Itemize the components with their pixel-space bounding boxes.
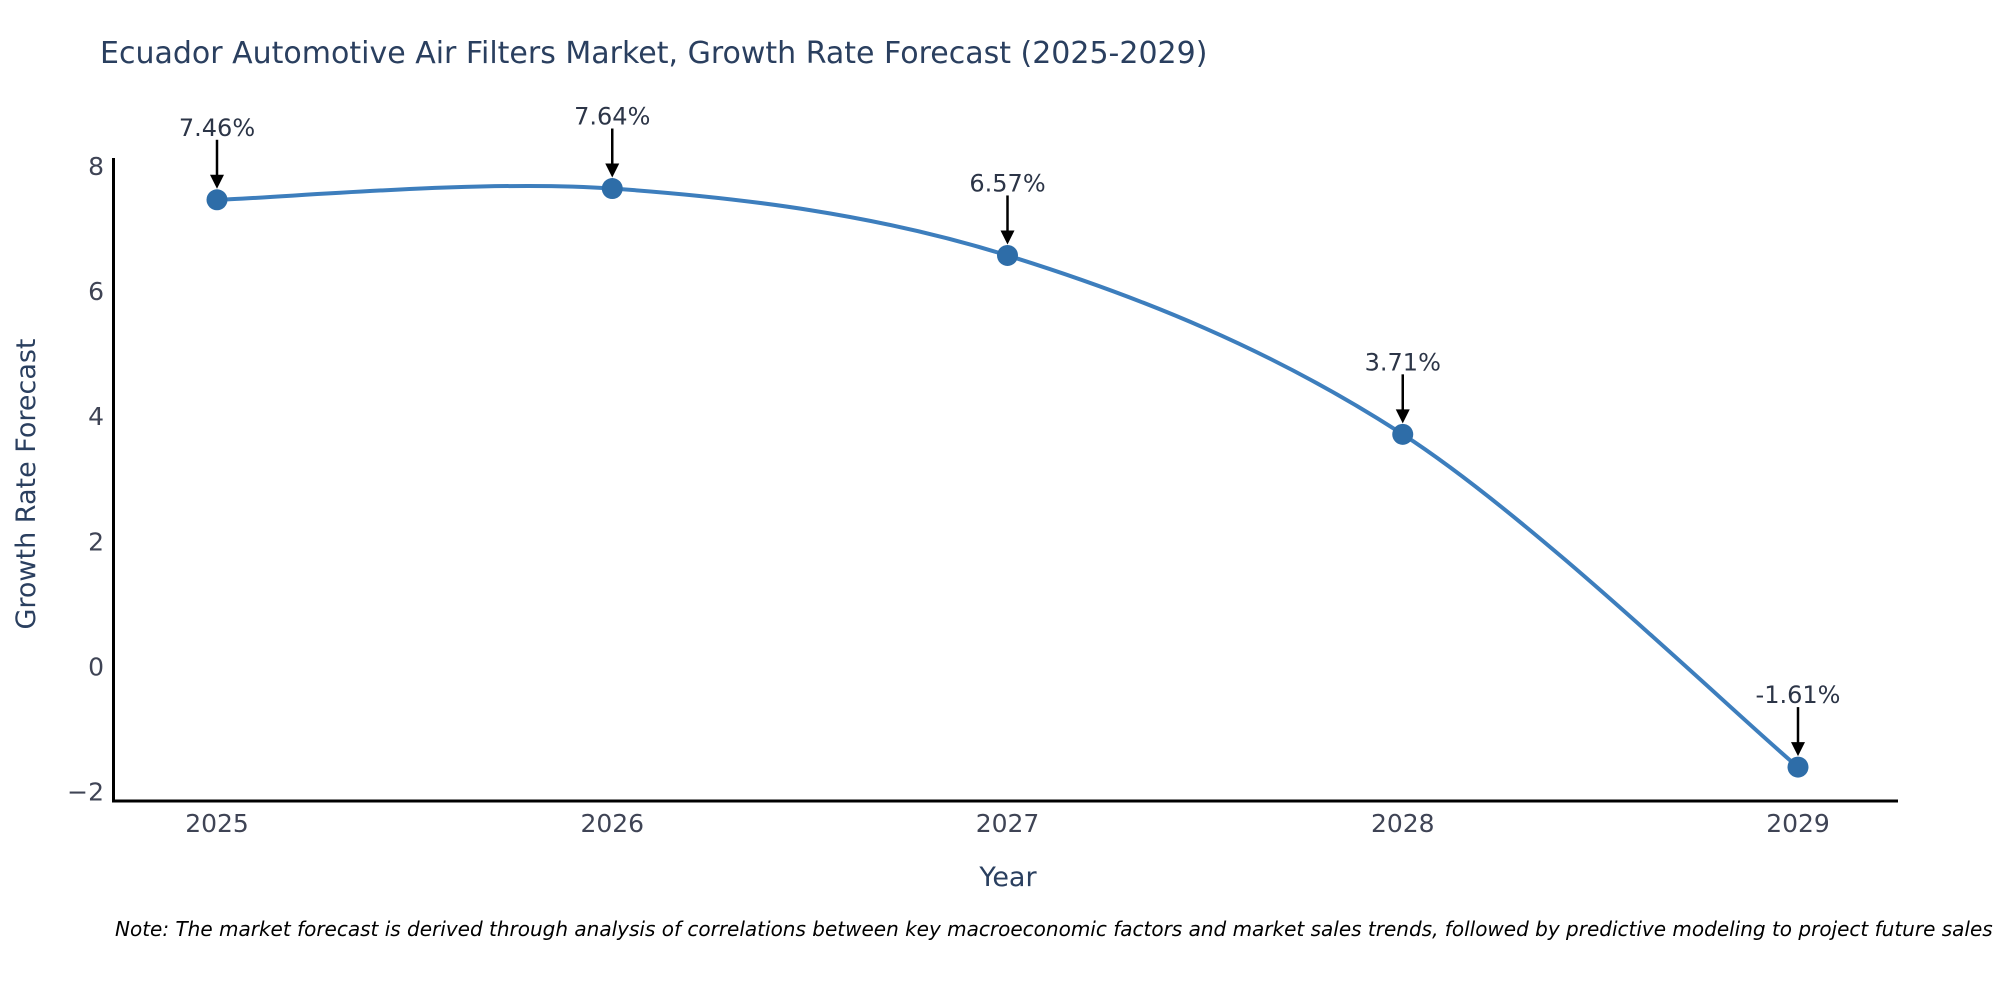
data-point-marker <box>1392 423 1414 445</box>
y-tick-label: 0 <box>88 652 104 681</box>
note-text: Note: The market forecast is derived thr… <box>115 917 1993 941</box>
data-point-marker <box>206 189 228 211</box>
annotation-arrowhead <box>1791 742 1805 757</box>
point-value-label: 7.64% <box>574 103 650 131</box>
y-tick-label: −2 <box>67 778 104 807</box>
data-point-marker <box>1787 756 1809 778</box>
x-axis-title: Year <box>979 862 1037 893</box>
point-value-label: 6.57% <box>969 169 1045 197</box>
x-tick-label: 2026 <box>580 809 644 838</box>
data-point-marker <box>601 178 623 200</box>
x-tick-label: 2027 <box>976 809 1040 838</box>
annotation-arrowhead <box>605 163 620 178</box>
y-tick-label: 6 <box>88 277 104 306</box>
point-value-label: -1.61% <box>1756 681 1841 709</box>
y-axis-title: Growth Rate Forecast <box>11 338 42 630</box>
point-value-label: 3.71% <box>1365 348 1441 376</box>
y-tick-label: 8 <box>88 152 104 181</box>
y-tick-label: 2 <box>88 527 104 556</box>
annotation-arrowhead <box>210 174 224 189</box>
annotation-arrowhead <box>1000 230 1015 245</box>
y-tick-label: 4 <box>88 402 104 431</box>
forecast-line <box>216 183 1800 769</box>
x-tick-label: 2028 <box>1371 809 1435 838</box>
data-point-marker <box>997 244 1018 266</box>
x-tick-label: 2025 <box>185 809 249 838</box>
point-value-label: 7.46% <box>179 114 255 142</box>
chart-title: Ecuador Automotive Air Filters Market, G… <box>100 36 1208 71</box>
annotation-arrowhead <box>1395 409 1410 424</box>
x-tick-label: 2029 <box>1766 809 1830 838</box>
